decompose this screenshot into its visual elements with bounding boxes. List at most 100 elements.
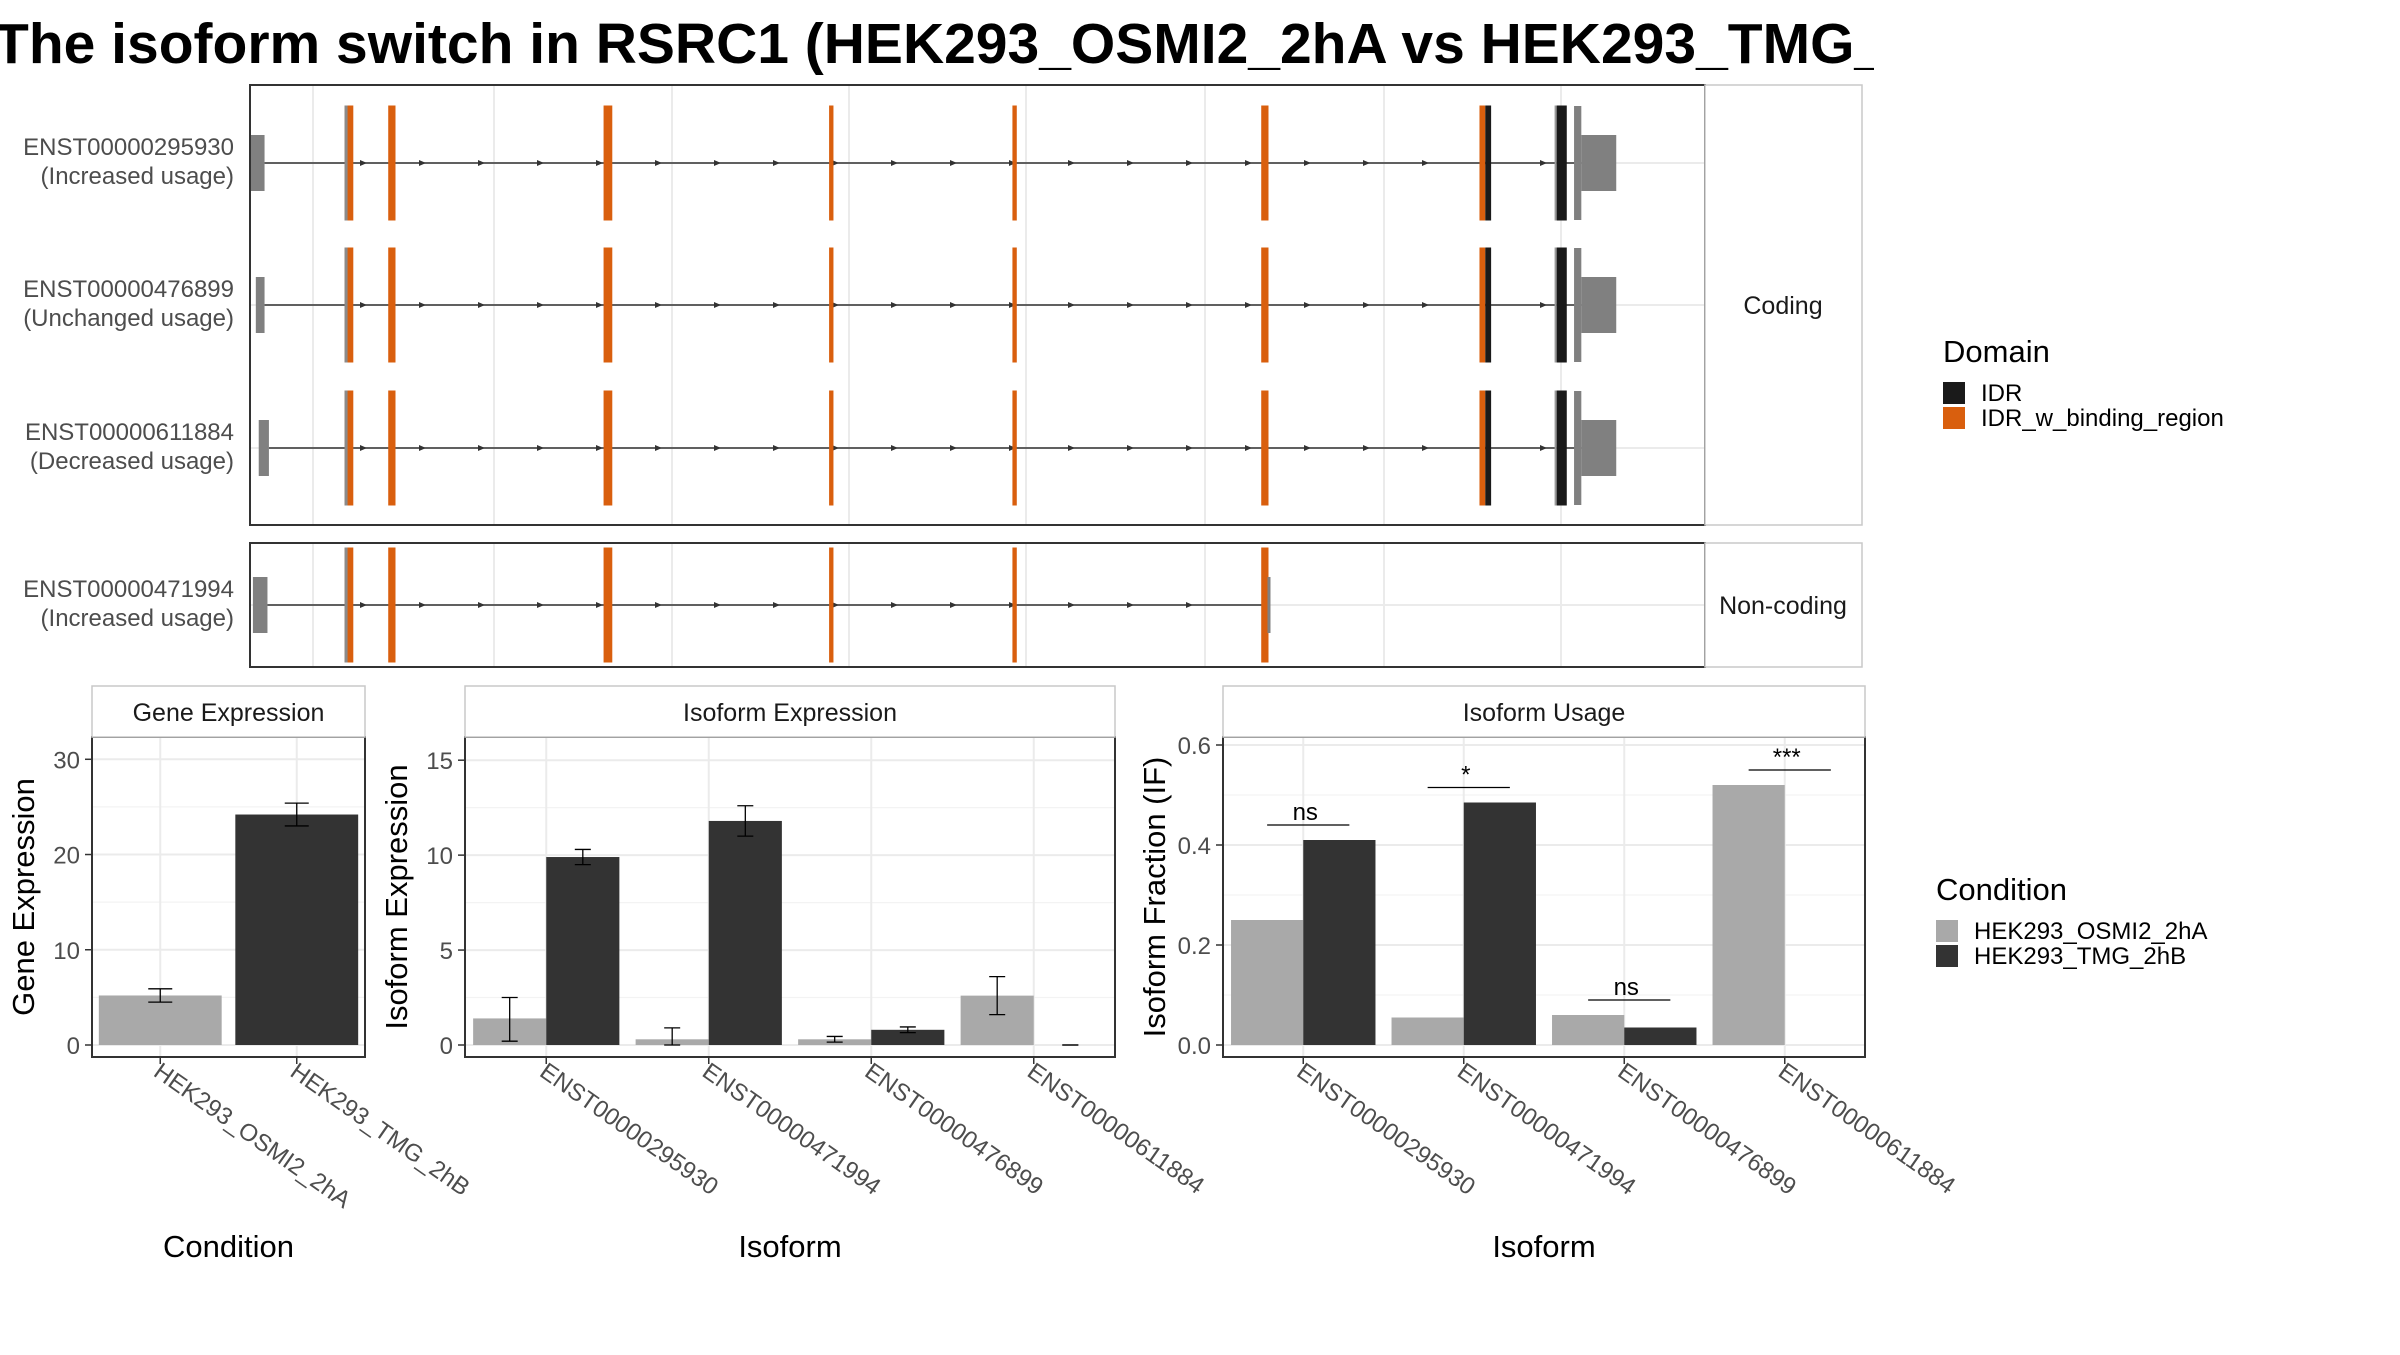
y-tick-label: 10 [426, 843, 453, 870]
transcript-usage-label: (Increased usage) [41, 163, 234, 190]
intron-direction-arrow [773, 160, 780, 166]
exon-utr-end [1267, 577, 1271, 633]
intron-direction-arrow [655, 602, 662, 608]
transcript-facet-non-coding: ENST00000471994(Increased usage) Non-codi… [23, 542, 1863, 668]
exon-utr [255, 277, 265, 333]
intron-direction-arrow [419, 302, 426, 308]
facet-strip [1704, 84, 1863, 526]
y-tick-label: 0 [67, 1033, 80, 1060]
intron-direction-arrow [655, 302, 662, 308]
exon-idr-binding [388, 390, 396, 506]
bar [1303, 840, 1376, 1045]
exon-idr-binding [388, 105, 396, 221]
exon-idr-binding [388, 247, 396, 363]
exon-idr-binding [344, 390, 354, 506]
condition-legend-label: HEK293_OSMI2_2hA [1974, 918, 2207, 945]
intron-direction-arrow [1363, 160, 1370, 166]
facet-strip-label: Coding [1743, 292, 1822, 320]
intron-direction-arrow [1363, 445, 1370, 451]
exon-idr [1485, 105, 1492, 221]
intron-direction-arrow [1245, 302, 1252, 308]
exon-utr [252, 577, 268, 633]
transcript-ENST00000476899: ENST00000476899(Unchanged usage) [23, 247, 1617, 363]
intron-direction-arrow [950, 160, 957, 166]
bar [871, 1029, 945, 1045]
exon-utr-3prime [1581, 277, 1617, 333]
transcript-facet-coding: ENST00000295930(Increased usage) ENST0000… [23, 84, 1863, 526]
transcript-id-label: ENST00000471994 [23, 576, 234, 603]
exon-edge [344, 390, 348, 506]
y-tick-label: 0.2 [1178, 933, 1211, 960]
intron-direction-arrow [1422, 302, 1429, 308]
exon-idr [1556, 390, 1567, 506]
intron-direction-arrow [832, 602, 839, 608]
exon-idr [1485, 247, 1492, 363]
intron-direction-arrow [596, 445, 603, 451]
domain-legend-label: IDR [1981, 380, 2022, 407]
y-tick-label: 10 [53, 938, 80, 965]
significance-label: ns [1614, 974, 1639, 1001]
bar [1624, 1027, 1697, 1045]
chart-panel-2: ns * ns *** Isoform Usage 0.0 0.2 0.4 0.6 ENST000… [1137, 685, 1960, 1264]
intron-direction-arrow [419, 160, 426, 166]
bar [1231, 920, 1304, 1045]
exon-idr-binding [344, 547, 354, 663]
y-tick-label: 0.0 [1178, 1033, 1211, 1060]
exon-idr-binding [1261, 247, 1269, 363]
transcript-id-label: ENST00000611884 [25, 419, 234, 446]
y-tick-label: 30 [53, 747, 80, 774]
exon-utr-3prime [1581, 135, 1617, 191]
x-tick-label: ENST00000611884 [1022, 1058, 1209, 1200]
intron-direction-arrow [891, 602, 898, 608]
intron-direction-arrow [891, 445, 898, 451]
intron-direction-arrow [1068, 302, 1075, 308]
exon-idr-binding [1261, 390, 1269, 506]
intron-direction-arrow [714, 160, 721, 166]
panel-strip [1222, 685, 1866, 738]
intron-direction-arrow [360, 602, 367, 608]
exon-idr-binding [829, 390, 834, 506]
exon-edge [1554, 247, 1557, 363]
intron-direction-arrow [773, 602, 780, 608]
y-axis-title: Gene Expression [6, 778, 41, 1016]
intron-direction-arrow [832, 160, 839, 166]
y-axis-title: Isoform Fraction (IF) [1137, 757, 1172, 1038]
intron-direction-arrow [596, 302, 603, 308]
chart-panel-1: Isoform Expression051015ENST00000295930E… [379, 685, 1209, 1264]
intron-direction-arrow [1540, 160, 1547, 166]
intron-direction-arrow [1186, 160, 1193, 166]
intron-direction-arrow [1127, 160, 1134, 166]
intron-direction-arrow [950, 445, 957, 451]
exon-idr [1485, 390, 1492, 506]
intron-direction-arrow [714, 445, 721, 451]
intron-direction-arrow [419, 445, 426, 451]
exon-idr-binding [1012, 547, 1017, 663]
exon-idr-binding [1012, 105, 1017, 221]
intron-direction-arrow [655, 445, 662, 451]
exon-edge [344, 105, 348, 221]
significance-label: ns [1293, 799, 1318, 826]
intron-direction-arrow [1068, 445, 1075, 451]
transcript-usage-label: (Unchanged usage) [23, 305, 234, 332]
figure-title: The isoform switch in RSRC1 (HEK293_OSMI… [0, 12, 1874, 76]
intron-direction-arrow [1304, 160, 1311, 166]
condition-legend-title: Condition [1936, 872, 2067, 907]
bar [1712, 785, 1785, 1045]
intron-direction-arrow [537, 602, 544, 608]
exon-idr-binding [1479, 390, 1486, 506]
intron-direction-arrow [596, 160, 603, 166]
condition-legend-key [1936, 920, 1958, 942]
intron-direction-arrow [891, 160, 898, 166]
intron-direction-arrow [950, 602, 957, 608]
intron-direction-arrow [1127, 302, 1134, 308]
x-tick-label: ENST00000295930 [535, 1058, 723, 1201]
intron-direction-arrow [1186, 445, 1193, 451]
transcript-ENST00000611884: ENST00000611884(Decreased usage) [25, 390, 1617, 506]
x-tick-label: ENST00000471994 [697, 1058, 885, 1201]
transcript-id-label: ENST00000295930 [23, 134, 234, 161]
intron-direction-arrow [537, 445, 544, 451]
condition-legend-label: HEK293_TMG_2hB [1974, 943, 2186, 970]
intron-direction-arrow [1068, 602, 1075, 608]
exon-edge [1554, 390, 1557, 506]
